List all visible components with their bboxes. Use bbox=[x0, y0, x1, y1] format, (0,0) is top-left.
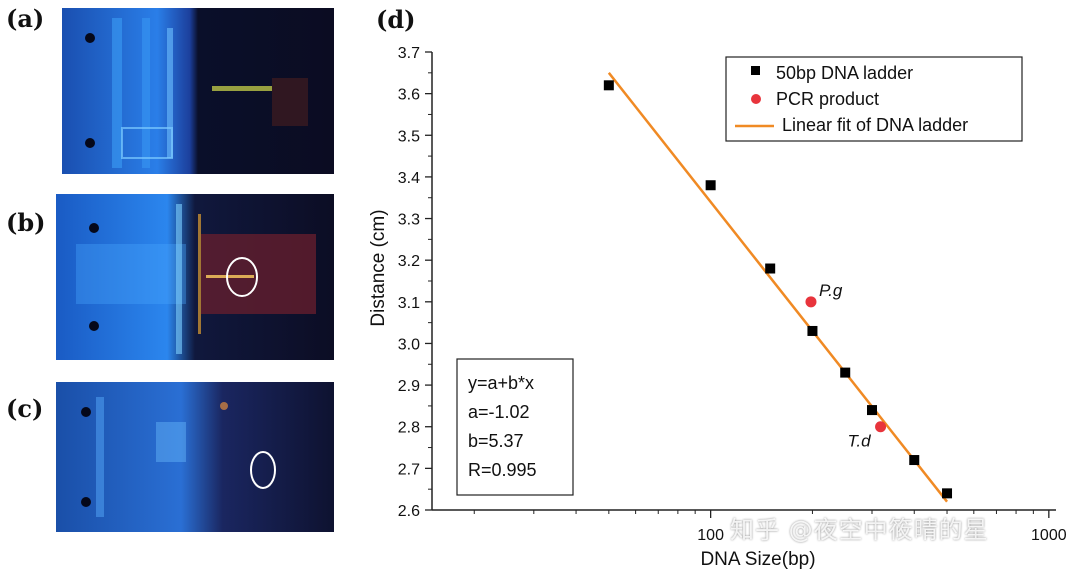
x-axis-label: DNA Size(bp) bbox=[700, 549, 815, 570]
legend-pcr-label: PCR product bbox=[776, 89, 879, 109]
legend: 50bp DNA ladder PCR product Linear fit o… bbox=[725, 56, 1023, 142]
equation-line-1: y=a+b*x bbox=[468, 373, 534, 393]
pcr-point-label: T.d bbox=[848, 432, 872, 451]
equation-line-4: R=0.995 bbox=[468, 460, 537, 480]
equation-line-2: a=-1.02 bbox=[468, 402, 530, 422]
ladder-point bbox=[603, 80, 614, 91]
gel-photo-b bbox=[56, 194, 334, 360]
ladder-point bbox=[909, 455, 920, 466]
y-tick-label: 2.6 bbox=[398, 503, 420, 520]
x-tick-label: 100 bbox=[697, 527, 724, 544]
ladder-point bbox=[840, 367, 851, 378]
fit-line bbox=[607, 72, 949, 503]
y-tick-label: 3.4 bbox=[398, 170, 420, 187]
pcr-point bbox=[805, 296, 817, 308]
legend-pcr-marker bbox=[751, 94, 761, 104]
dna-size-chart: (d) 2.6 2.7 2.8 2.9 3.0 3.1 3.2 3.3 3.4 3.5 3.6 3.7… bbox=[368, 5, 1067, 570]
legend-ladder-marker bbox=[751, 66, 760, 75]
ladder-point bbox=[705, 180, 716, 191]
y-tick-label: 3.0 bbox=[398, 336, 420, 353]
pcr-point bbox=[875, 421, 887, 433]
y-tick-label: 2.8 bbox=[398, 420, 420, 437]
y-tick-label: 2.7 bbox=[398, 461, 420, 478]
panel-label-c: (c) bbox=[6, 394, 44, 423]
gel-photo-a bbox=[62, 8, 334, 174]
ladder-point bbox=[942, 488, 953, 499]
y-tick-label: 3.3 bbox=[398, 212, 420, 229]
y-tick-label: 3.6 bbox=[398, 87, 420, 104]
y-tick-label: 3.5 bbox=[398, 128, 420, 145]
panel-label-b: (b) bbox=[6, 208, 46, 237]
y-tick-label: 3.1 bbox=[398, 295, 420, 312]
equation-line-3: b=5.37 bbox=[468, 431, 524, 451]
legend-fit-label: Linear fit of DNA ladder bbox=[782, 115, 968, 135]
y-tick-label: 3.7 bbox=[398, 45, 420, 62]
y-tick-label: 2.9 bbox=[398, 378, 420, 395]
gel-photo-c bbox=[56, 382, 334, 532]
y-axis-label: Distance (cm) bbox=[368, 209, 389, 326]
watermark: 知乎 @夜空中筱晴的星 bbox=[730, 516, 989, 544]
equation-box: y=a+b*x a=-1.02 b=5.37 R=0.995 bbox=[456, 358, 574, 496]
y-tick-label: 3.2 bbox=[398, 253, 420, 270]
panel-label-d: (d) bbox=[376, 5, 416, 34]
legend-ladder-label: 50bp DNA ladder bbox=[776, 63, 913, 83]
ladder-point bbox=[765, 263, 776, 274]
pcr-point-label: P.g bbox=[819, 281, 843, 300]
x-tick-label: 1000 bbox=[1031, 527, 1067, 544]
panel-label-a: (a) bbox=[6, 4, 45, 33]
ladder-point bbox=[807, 325, 818, 336]
ladder-point bbox=[866, 405, 877, 416]
